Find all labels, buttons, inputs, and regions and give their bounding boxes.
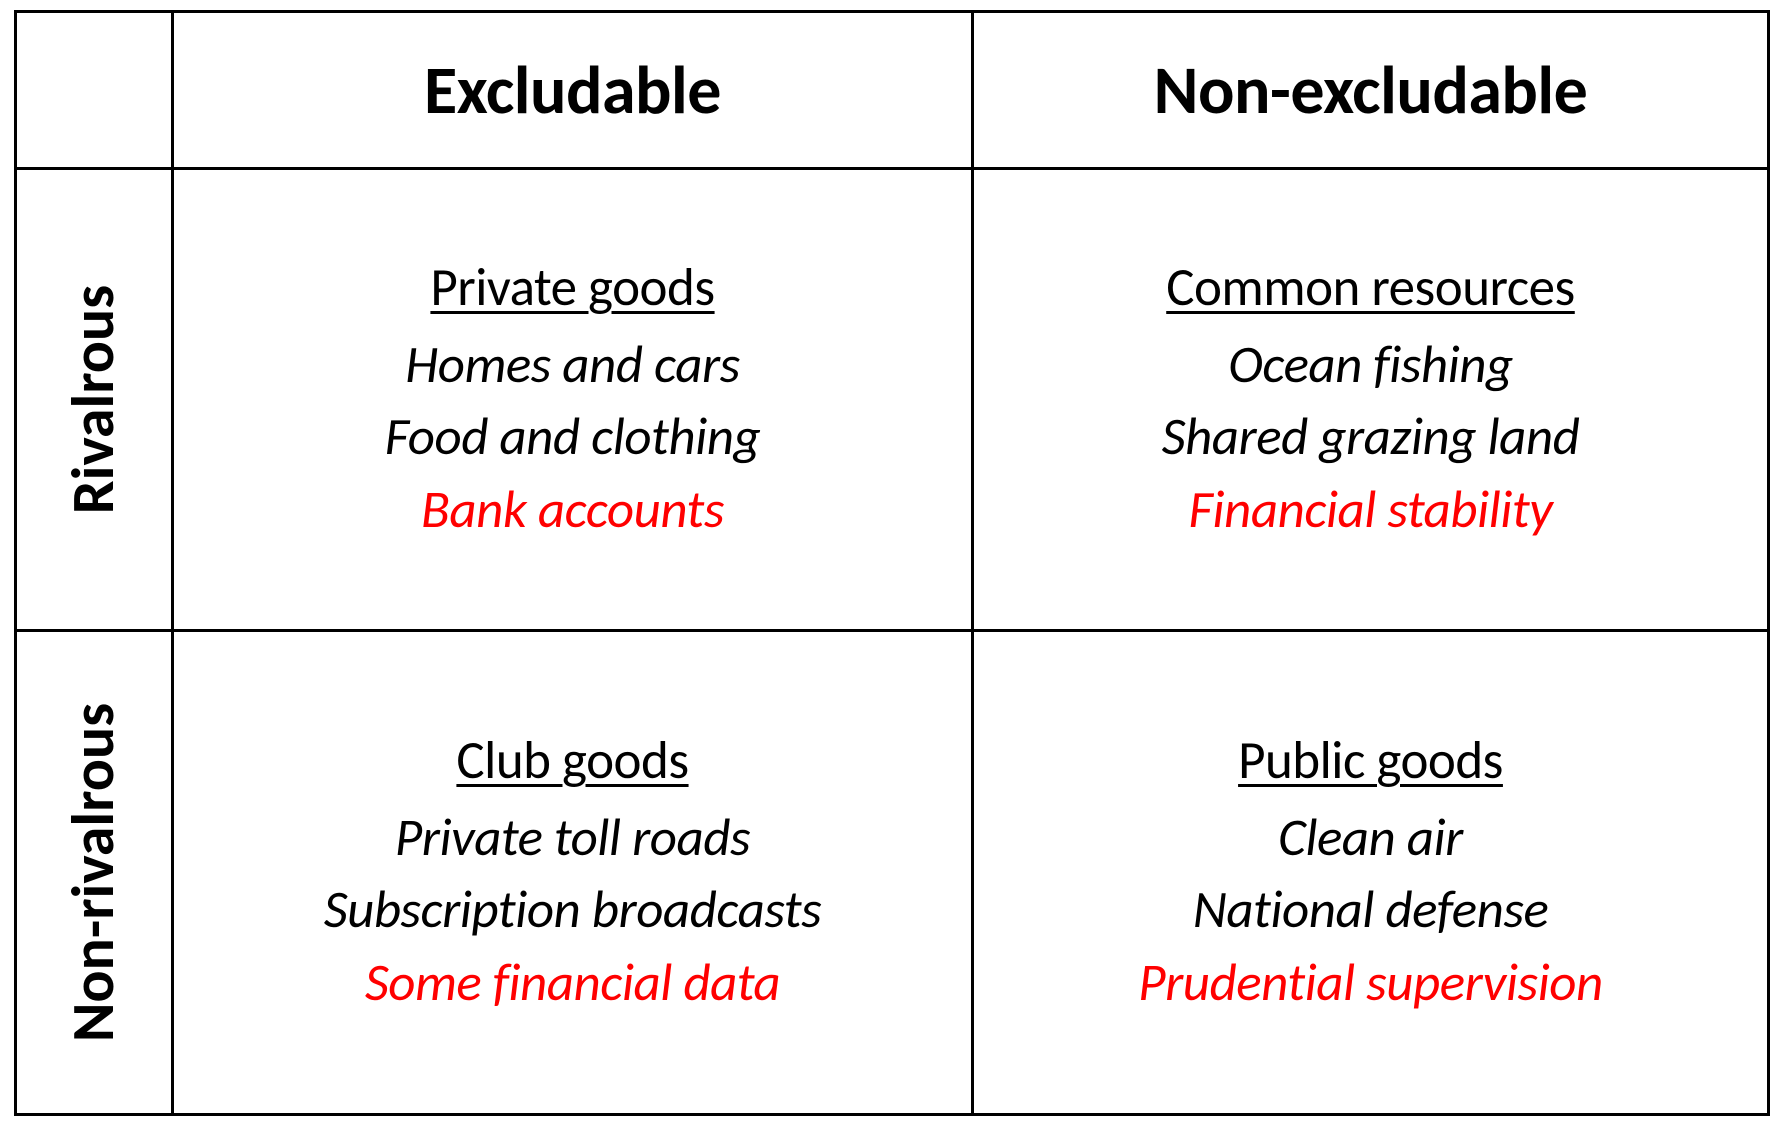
cell-line: Private toll roads xyxy=(395,805,750,871)
cell-line: Subscription broadcasts xyxy=(324,877,822,943)
cell-body: Public goods Clean air National defense … xyxy=(1128,709,1613,1036)
cell-line: National defense xyxy=(1193,877,1549,943)
cell-line: Homes and cars xyxy=(405,332,740,398)
goods-matrix: Excludable Non-excludable Rivalrous Priv… xyxy=(14,10,1770,1116)
cell-private-goods: Private goods Homes and cars Food and cl… xyxy=(174,170,974,632)
row-header-non-rivalrous-label: Non-rivalrous xyxy=(58,703,131,1042)
corner-cell xyxy=(14,10,174,170)
cell-body: Private goods Homes and cars Food and cl… xyxy=(375,236,771,563)
cell-line: Prudential supervision xyxy=(1138,950,1603,1016)
row-header-rivalrous: Rivalrous xyxy=(14,170,174,632)
cell-line: Food and clothing xyxy=(385,404,761,470)
cell-common-resources: Common resources Ocean fishing Shared gr… xyxy=(974,170,1770,632)
cell-line: Ocean fishing xyxy=(1228,332,1513,398)
cell-title: Club goods xyxy=(456,729,688,793)
cell-body: Club goods Private toll roads Subscripti… xyxy=(314,709,832,1036)
cell-title: Public goods xyxy=(1238,729,1503,793)
row-header-rivalrous-label: Rivalrous xyxy=(58,285,131,514)
cell-club-goods: Club goods Private toll roads Subscripti… xyxy=(174,632,974,1116)
cell-body: Common resources Ocean fishing Shared gr… xyxy=(1152,236,1590,563)
cell-line: Some financial data xyxy=(365,950,780,1016)
col-header-non-excludable: Non-excludable xyxy=(974,10,1770,170)
cell-public-goods: Public goods Clean air National defense … xyxy=(974,632,1770,1116)
col-header-excludable: Excludable xyxy=(174,10,974,170)
cell-line: Shared grazing land xyxy=(1162,404,1580,470)
row-header-non-rivalrous: Non-rivalrous xyxy=(14,632,174,1116)
cell-line: Clean air xyxy=(1278,805,1463,871)
cell-line: Bank accounts xyxy=(421,477,724,543)
cell-title: Private goods xyxy=(430,256,714,320)
cell-title: Common resources xyxy=(1166,256,1575,320)
cell-line: Financial stability xyxy=(1189,477,1553,543)
